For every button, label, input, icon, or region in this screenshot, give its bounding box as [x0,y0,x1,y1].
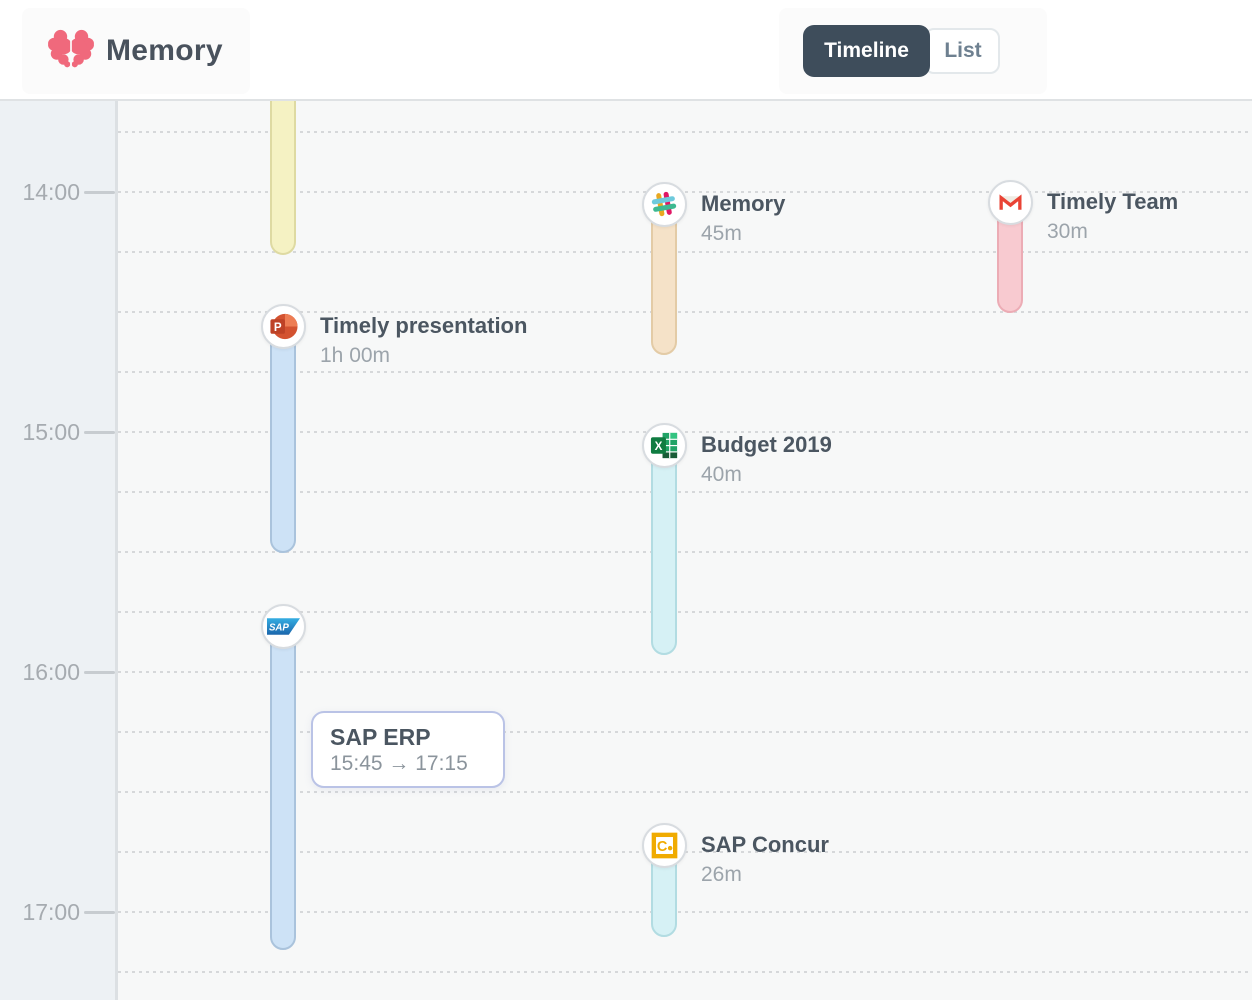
event-duration: 30m [1047,220,1088,243]
concur-icon[interactable]: C [641,822,687,868]
event-pill-powerpoint-timely-presentation[interactable] [270,313,296,553]
time-axis-gutter [0,101,118,1000]
event-title: Memory [701,191,786,216]
event-title: SAP Concur [701,832,829,857]
event-label-concur-sap-concur: SAP Concur 26m [701,829,829,889]
timeline-canvas: 14:00 15:00 16:00 17:00 Memory 45m Timely Te… [0,101,1252,1000]
tooltip-title: SAP ERP [330,724,431,750]
event-duration: 1h 00m [320,344,391,367]
event-duration: 26m [701,863,742,886]
svg-text:X: X [654,439,662,452]
event-duration: 45m [701,222,742,245]
event-label-gmail-timely-team: Timely Team 30m [1047,186,1178,246]
gridline-15min [118,491,1252,493]
hour-label: 15:00 [22,419,80,445]
excel-icon[interactable]: X [641,422,687,468]
hour-label: 16:00 [22,659,80,685]
event-title: Timely presentation [320,313,528,338]
svg-text:SAP: SAP [268,622,288,633]
powerpoint-icon[interactable]: P [260,303,306,349]
sap-icon[interactable]: SAP [260,603,306,649]
hour-label: 14:00 [22,179,80,205]
event-title: Timely Team [1047,189,1179,214]
event-label-slack-memory: Memory 45m [701,188,785,248]
event-duration: 40m [701,463,742,486]
event-pill-untitled-block[interactable] [270,101,296,255]
hour-label: 17:00 [22,899,80,925]
gridline-15min [118,911,1252,913]
event-label-excel-budget-2019: Budget 2019 40m [701,429,832,489]
gridline-15min [118,191,1252,193]
app-logo[interactable]: Memory [22,8,250,94]
svg-text:C: C [656,838,667,854]
app-header: Memory Timeline List [0,0,1252,101]
list-tab[interactable]: List [924,28,1000,74]
svg-text:P: P [273,320,281,333]
brain-logo-icon [48,28,94,75]
gridline-15min [118,671,1252,673]
gridline-15min [118,611,1252,613]
hour-tick [84,670,115,674]
gridline-15min [118,431,1252,433]
timeline-tab[interactable]: Timeline [803,25,930,77]
gridline-15min [118,971,1252,973]
event-title: Budget 2019 [701,432,832,457]
gridline-15min [118,551,1252,553]
slack-icon[interactable] [641,181,687,227]
tooltip-time-range: 15:45 → 17:15 [330,752,468,775]
gridline-15min [118,311,1252,313]
hour-tick [84,430,115,434]
gridline-15min [118,131,1252,133]
event-pill-sap-erp[interactable] [270,613,296,950]
gridline-15min [118,251,1252,253]
gridline-15min [118,731,1252,733]
view-toggle: Timeline List [779,8,1047,94]
gridline-15min [118,371,1252,373]
event-pill-excel-budget-2019[interactable] [651,433,677,655]
hour-tick [84,190,115,194]
gmail-icon[interactable] [987,179,1033,225]
event-label-powerpoint-timely-presentation: Timely presentation 1h 00m [320,310,527,370]
event-tooltip: SAP ERP 15:45 → 17:15 [311,711,505,788]
hour-tick [84,910,115,914]
app-title: Memory [106,34,223,67]
gridline-15min [118,791,1252,793]
